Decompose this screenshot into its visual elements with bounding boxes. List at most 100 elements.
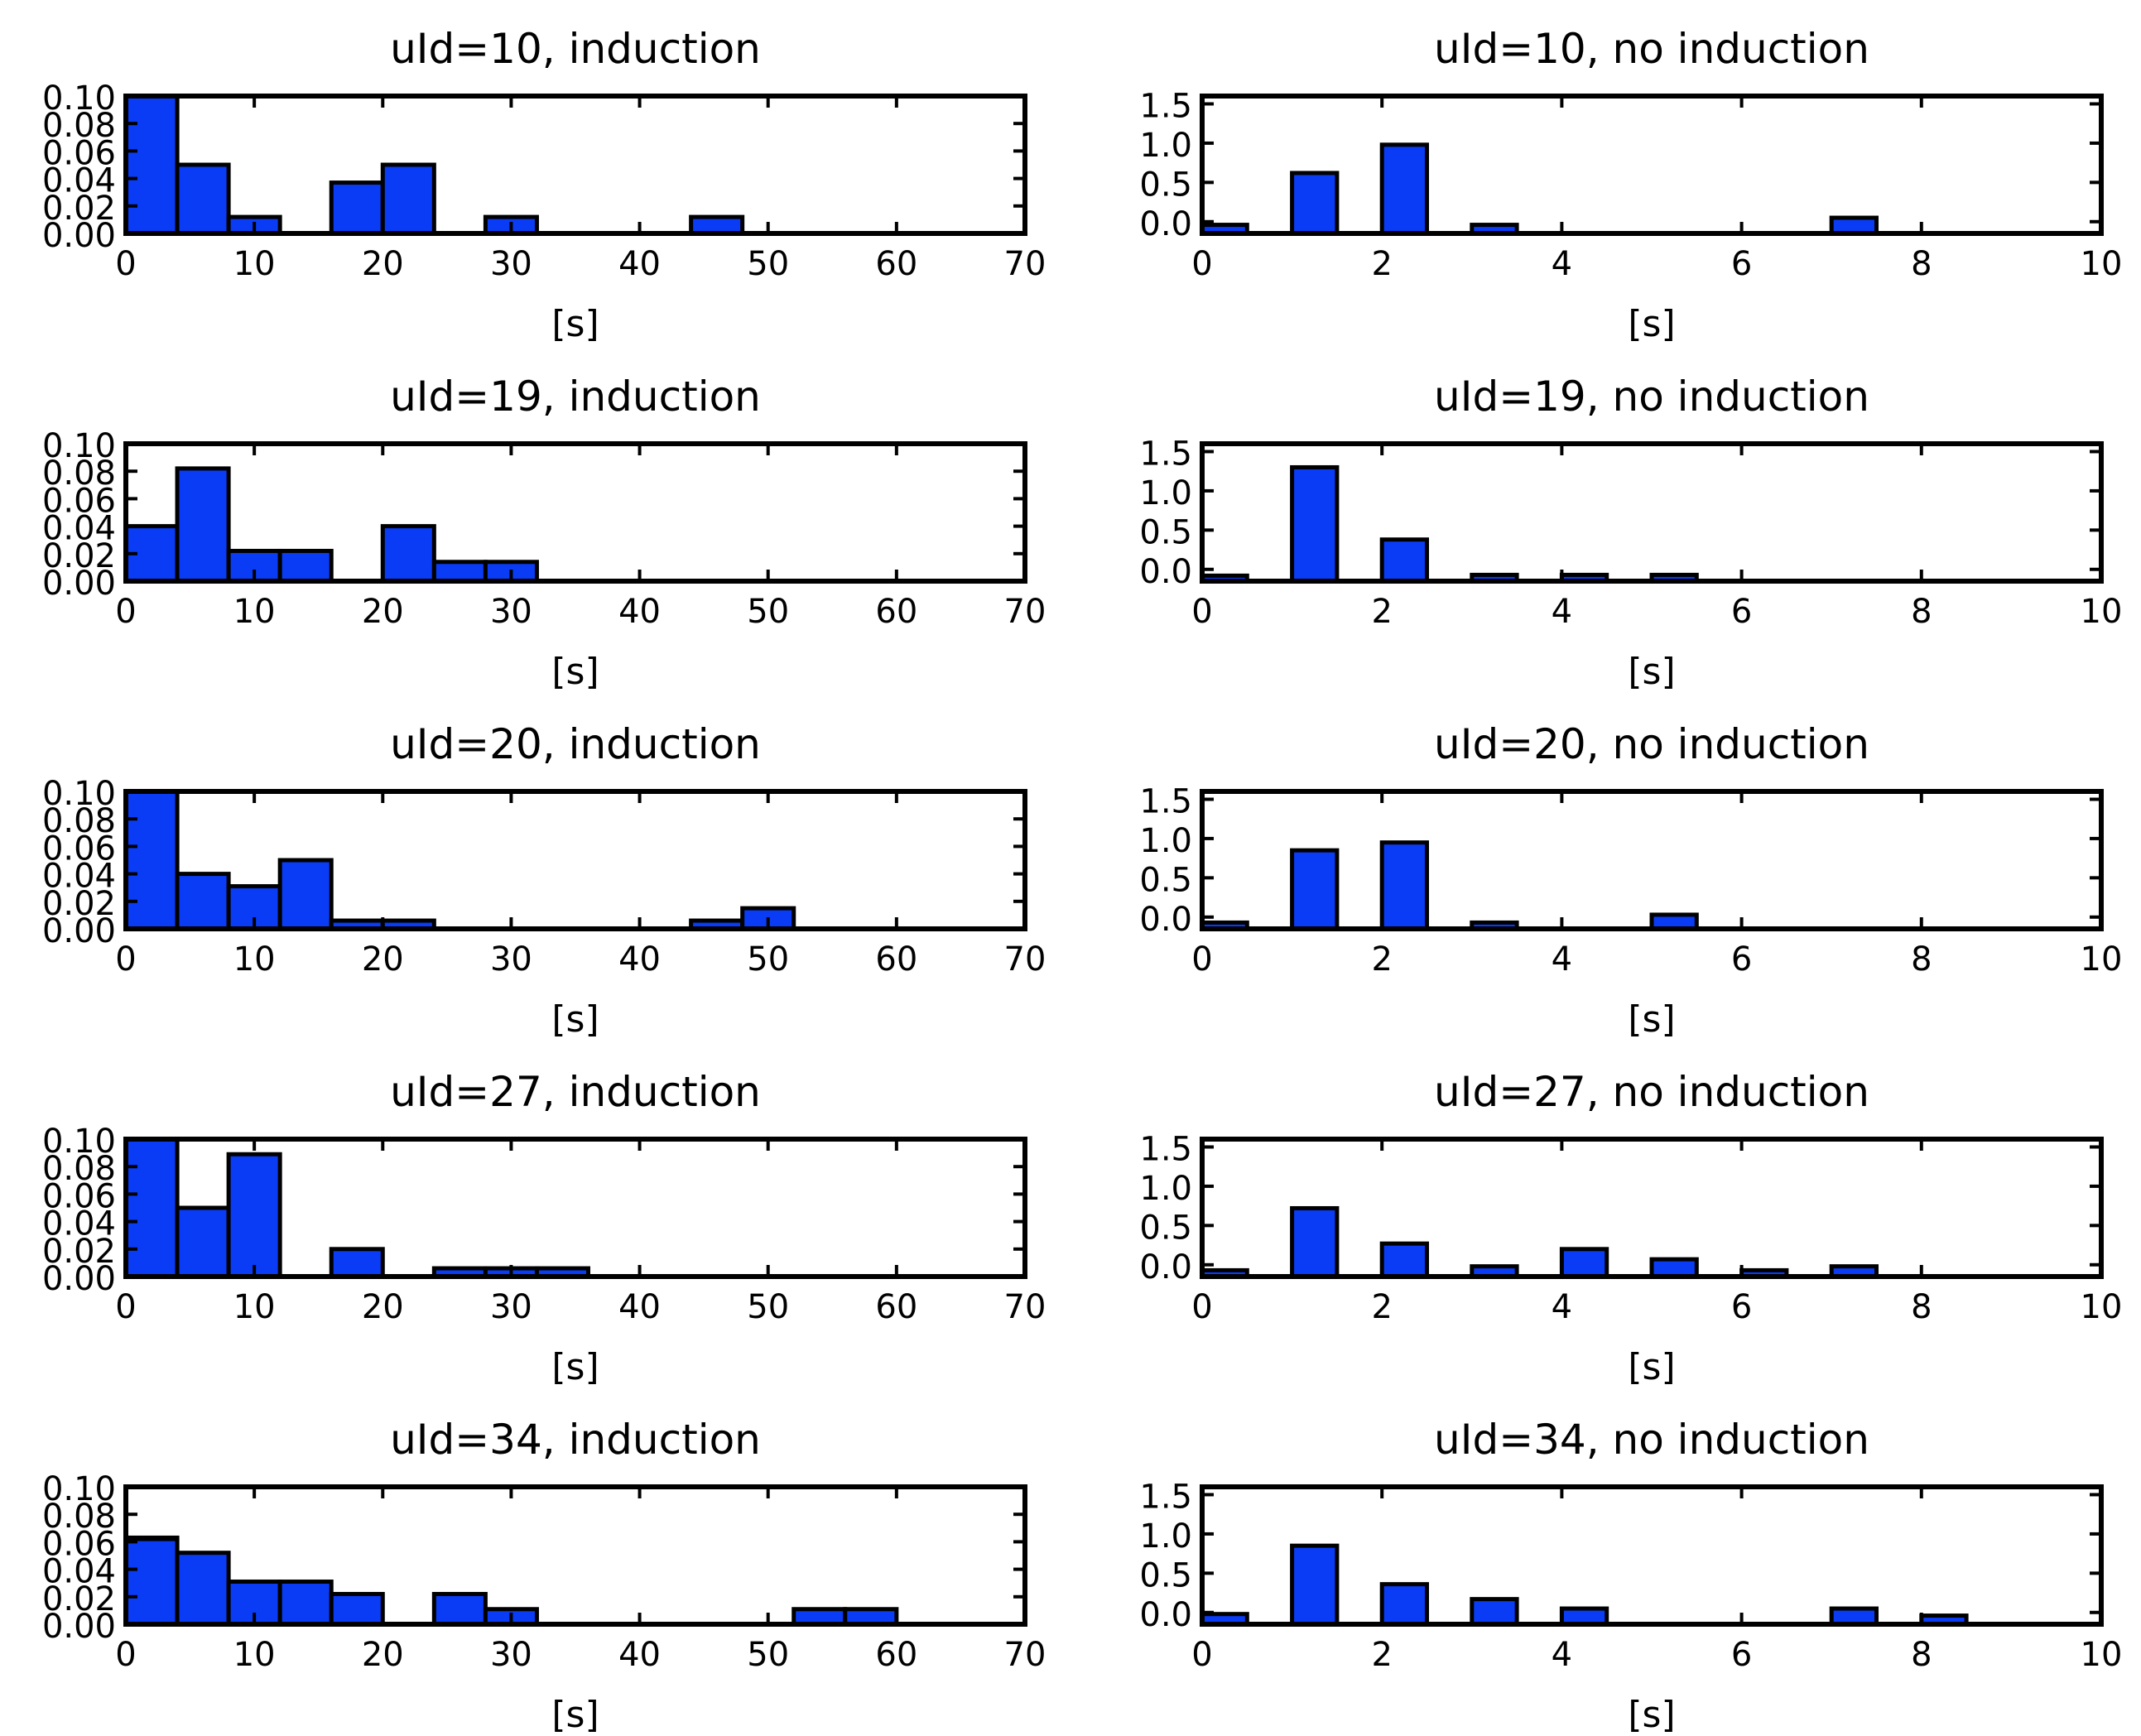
histogram-bar — [1379, 840, 1429, 929]
bars-group — [1202, 1205, 1879, 1277]
y-tick-label: 1.5 — [1139, 782, 1192, 820]
y-tick-label: 1.0 — [1139, 1170, 1192, 1208]
y-tick-label: 0.06 — [42, 482, 116, 520]
x-tick-label: 40 — [618, 245, 661, 283]
x-tick-label: 2 — [1371, 1288, 1392, 1326]
axes-frame — [1200, 1484, 2104, 1627]
x-tick-label: 20 — [362, 245, 404, 283]
axes-frame — [123, 789, 1027, 931]
y-tick-label: 0.08 — [42, 1498, 116, 1536]
y-tick-label: 0.02 — [42, 537, 116, 575]
y-tick-label: 0.0 — [1139, 1596, 1192, 1634]
x-tick-label: 2 — [1371, 940, 1392, 979]
panel-no-induction-1: uId=10, no induction 0 2 4 6 8 10 0.00.51.01.5 [… — [1139, 25, 2122, 345]
x-axis-label: [s] — [551, 1694, 599, 1736]
y-tick-label: 0.06 — [42, 830, 116, 868]
x-axis-label: [s] — [551, 998, 599, 1041]
y-tick-label: 0.06 — [42, 134, 116, 172]
histogram-bar — [175, 872, 231, 929]
x-tick-label: 4 — [1552, 593, 1572, 631]
x-tick-label: 30 — [490, 593, 532, 631]
panel-induction-1: uId=10, induction 0 10 20 30 40 50 60 70 0.000.02… — [42, 25, 1046, 345]
x-axis-label: [s] — [1628, 651, 1675, 693]
histogram-bar — [431, 1591, 488, 1624]
x-tick-label: 60 — [875, 940, 917, 979]
y-tick-label: 0.02 — [42, 885, 116, 923]
y-tick-label: 1.0 — [1139, 474, 1192, 512]
x-tick-label: 0 — [1191, 940, 1212, 979]
histogram-bar — [1379, 142, 1429, 233]
x-tick-label: 0 — [115, 593, 136, 631]
x-tick-label: 2 — [1371, 593, 1392, 631]
histogram-bar — [1739, 1267, 1789, 1277]
x-tick-label: 8 — [1911, 593, 1932, 631]
bars-group — [126, 96, 745, 233]
y-tick-label: 0.10 — [42, 1470, 116, 1508]
histogram-bar — [534, 1266, 591, 1277]
panel-title: uId=20, induction — [390, 720, 761, 768]
x-tick-label: 10 — [2081, 1288, 2123, 1326]
histogram-bar — [1559, 572, 1609, 581]
bars-group — [126, 1535, 899, 1624]
y-tick-label: 0.10 — [42, 427, 116, 465]
panel-no-induction-5: uId=34, no induction 0 2 4 6 8 10 0.00.51.01.5 [… — [1139, 1416, 2122, 1736]
y-tick-label: 0.5 — [1139, 1556, 1192, 1594]
x-axis-label: [s] — [1628, 998, 1675, 1041]
x-tick-label: 10 — [233, 1288, 276, 1326]
panel-title: uId=19, induction — [390, 373, 761, 421]
histogram-bar — [1290, 848, 1340, 929]
y-tick-label: 0.04 — [42, 1205, 116, 1243]
histogram-bar — [1290, 1543, 1340, 1624]
x-tick-label: 10 — [2081, 940, 2123, 979]
y-tick-label: 0.00 — [42, 565, 116, 603]
x-tick-label: 6 — [1731, 245, 1752, 283]
y-tick-label: 0.00 — [42, 912, 116, 950]
x-tick-label: 70 — [1004, 1288, 1046, 1326]
y-tick-label: 0.0 — [1139, 901, 1192, 939]
x-tick-label: 70 — [1004, 1636, 1046, 1674]
x-tick-label: 20 — [362, 1636, 404, 1674]
panel-induction-2: uId=19, induction 0 10 20 30 40 50 60 70 0.000.02… — [42, 373, 1046, 693]
y-tick-label: 1.5 — [1139, 87, 1192, 125]
y-tick-label: 0.08 — [42, 1150, 116, 1188]
x-tick-label: 2 — [1371, 1636, 1392, 1674]
x-tick-label: 0 — [1191, 593, 1212, 631]
x-tick-label: 70 — [1004, 940, 1046, 979]
panel-title: uId=27, no induction — [1434, 1068, 1869, 1116]
histogram-bar — [1649, 1257, 1699, 1277]
y-tick-label: 0.10 — [42, 79, 116, 118]
x-tick-label: 0 — [1191, 1636, 1212, 1674]
axes-frame — [1200, 94, 2104, 236]
y-tick-label: 1.5 — [1139, 1130, 1192, 1168]
histogram-bar — [1290, 1205, 1340, 1277]
y-tick-label: 1.0 — [1139, 127, 1192, 165]
histogram-bar — [1290, 171, 1340, 233]
histogram-bar — [1379, 1241, 1429, 1277]
histogram-bar — [277, 858, 334, 929]
histogram-bar — [1470, 920, 1519, 929]
y-tick-label: 0.5 — [1139, 513, 1192, 551]
histogram-bar — [175, 162, 231, 233]
x-tick-label: 40 — [618, 1636, 661, 1674]
x-tick-label: 10 — [2081, 245, 2123, 283]
x-axis-label: [s] — [551, 303, 599, 345]
x-tick-label: 30 — [490, 1288, 532, 1326]
histogram-bar — [175, 1551, 231, 1624]
axes-frame — [123, 441, 1027, 584]
x-tick-label: 10 — [233, 245, 276, 283]
histogram-bar — [1829, 215, 1879, 233]
y-tick-label: 0.5 — [1139, 861, 1192, 899]
axes-frame — [123, 1484, 1027, 1627]
panel-induction-3: uId=20, induction 0 10 20 30 40 50 60 70 0.000.02… — [42, 720, 1046, 1041]
bars-group — [1202, 1543, 1969, 1624]
bars-group — [126, 466, 539, 581]
panel-title: uId=34, no induction — [1434, 1416, 1869, 1464]
x-tick-label: 8 — [1911, 940, 1932, 979]
x-tick-label: 50 — [747, 1288, 789, 1326]
x-axis-label: [s] — [1628, 1346, 1675, 1388]
panel-title: uId=20, no induction — [1434, 720, 1869, 768]
histogram-bar — [380, 162, 436, 233]
histogram-bar — [277, 1580, 334, 1624]
histogram-bar — [1559, 1606, 1609, 1624]
y-tick-label: 0.08 — [42, 107, 116, 145]
